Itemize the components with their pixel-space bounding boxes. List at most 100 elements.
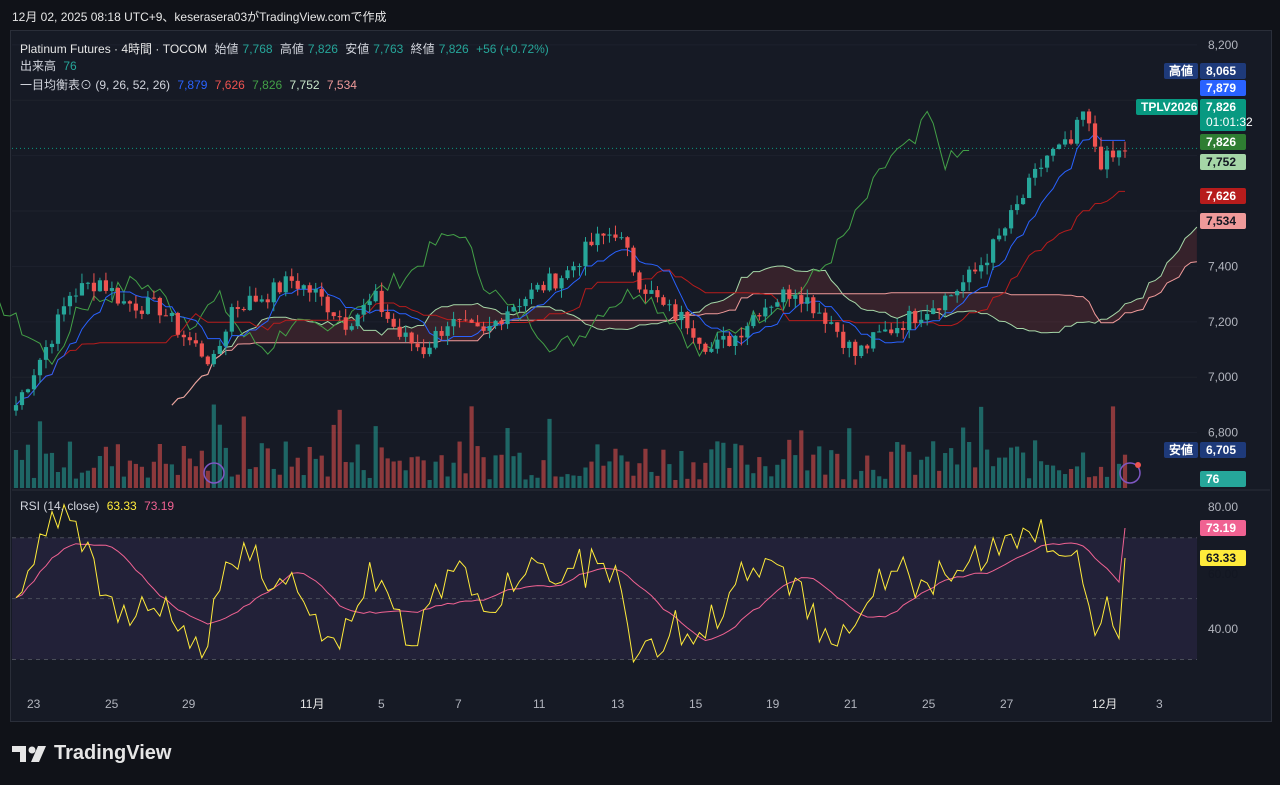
flash-icon [1119,462,1141,484]
candle-body [31,375,37,390]
volume-bar [235,474,240,488]
candle-body [793,295,798,299]
volume-bar [499,454,504,488]
volume-bar [931,441,936,488]
volume-bar [967,442,972,488]
volume-bar [751,473,756,488]
time-tick-label: 3 [1156,697,1163,711]
volume-bar [403,470,408,488]
volume-bar [709,449,714,488]
candle-body [571,266,576,271]
candle-body [835,322,840,332]
volume-bar [451,462,456,488]
price-tag-value: 6,705 [1206,443,1236,457]
high-label: 高値 [279,42,304,56]
volume-bar [115,444,121,488]
volume-bar [823,474,828,488]
volume-bar [313,458,318,488]
candle-body [451,318,456,327]
candle-body [733,335,738,346]
volume-bar [337,409,342,488]
volume-bar [391,461,396,488]
price-tag [1200,471,1246,487]
volume-bar [199,450,204,488]
volume-bar [655,475,660,488]
candle-body [523,298,528,307]
price-tag [1200,188,1246,204]
ichimoku-span-b: 7,534 [326,78,357,92]
volume-bar [787,439,792,488]
volume-bar [343,462,348,488]
candle-body [901,328,906,331]
price-tag [1200,99,1246,131]
volume-bar [829,450,834,488]
candle-body [811,297,816,314]
candle-body [1098,146,1104,170]
candle-body [973,269,978,272]
symbol-line[interactable]: Platinum Futures · 4時間 · TOCOM [20,42,208,56]
candle-body [475,322,480,327]
candle-body [91,282,97,292]
volume-bar [715,441,720,488]
ichimoku-label[interactable]: 一目均衡表⊙ (9, 26, 52, 26) [20,78,171,92]
volume-bar [1098,466,1104,488]
candle-body [25,389,31,393]
candle-body [931,308,936,315]
candle-body [37,359,43,376]
candle-body [85,282,91,284]
rsi-tag [1200,550,1246,567]
volume-bar [679,451,684,488]
tradingview-logo[interactable]: TradingView [12,742,171,765]
candle-body [601,233,606,236]
price-tag-value: 76 [1206,472,1220,486]
candle-body [985,262,990,266]
candle-body [103,280,109,291]
candle-body [673,304,678,321]
candle-body [1104,150,1110,170]
volume-bar [961,427,966,488]
chart-frame[interactable] [10,30,1272,722]
candle-body [349,326,354,330]
candle-body [1009,210,1014,229]
candle-body [769,306,774,308]
volume-bar [877,476,882,488]
volume-bar [703,462,708,488]
rsi-label[interactable]: RSI (14, close) [20,499,100,513]
candle-body [121,301,127,304]
candle-body [421,347,426,355]
candle-body [505,311,510,325]
candle-body [559,278,564,289]
volume-bar [925,456,930,488]
volume-bar [601,465,606,488]
volume-bar [13,449,19,488]
low-value: 7,763 [373,42,404,56]
candle-body [13,405,19,411]
volume-bar [193,466,198,488]
rsi-tag-value: 73.19 [1206,521,1236,535]
volume-bar [253,467,258,488]
ichimoku-chikou: 7,826 [252,78,283,92]
candle-body [1050,148,1056,156]
candle-body [307,285,312,293]
candle-body [613,234,618,238]
candle-body [721,335,726,340]
candle-body [889,329,894,334]
volume-bar [37,421,43,488]
candle-body [919,319,924,323]
candle-body [775,302,780,307]
candle-body [1080,111,1086,120]
volume-bar [997,457,1002,488]
volume-bar [745,464,750,488]
candle-body [745,326,750,338]
candle-body [427,347,432,355]
candle-body [445,326,450,336]
rsi-tick-label: 40.00 [1208,622,1238,636]
candle-body [1116,150,1122,158]
price-tag-label: TPLV2026 [1141,100,1198,114]
volume-bar [247,468,252,488]
candle-body [265,299,270,303]
volume-bar [589,461,594,488]
volume-label[interactable]: 出来高 [20,59,57,73]
candle-body [1068,139,1074,144]
